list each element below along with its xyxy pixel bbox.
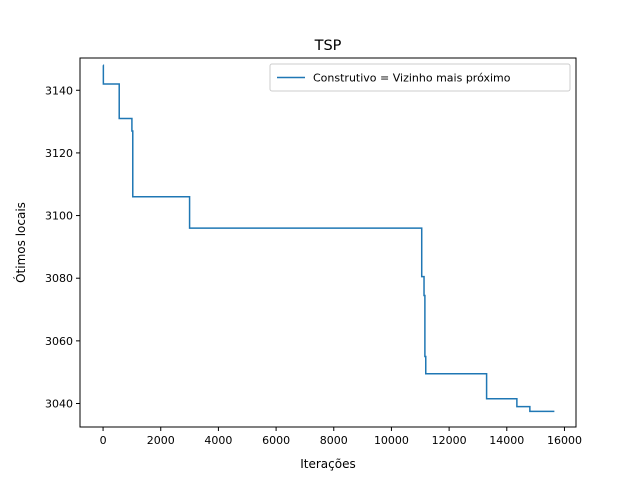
legend-box <box>269 63 571 92</box>
legend-label: Construtivo = Vizinho mais próximo <box>313 72 511 85</box>
y-tick-label: 3140 <box>45 84 73 97</box>
x-tick-label: 4000 <box>204 434 232 447</box>
plot-frame <box>79 57 577 428</box>
ticks-layer: 0 2000 4000 6000 8000 10000 12000 14000 16000 304… <box>45 84 582 447</box>
legend: Construtivo = Vizinho mais próximo <box>269 63 571 92</box>
y-tick-label: 3100 <box>45 210 73 223</box>
x-tick-label: 8000 <box>320 434 348 447</box>
x-tick-label: 12000 <box>432 434 467 447</box>
x-tick-label: 14000 <box>489 434 524 447</box>
x-tick-label: 2000 <box>147 434 175 447</box>
chart-title: TSP <box>314 38 342 54</box>
x-tick-label: 6000 <box>262 434 290 447</box>
x-axis-label: Iterações <box>300 457 356 471</box>
x-tick-label: 0 <box>100 434 107 447</box>
y-tick-label: 3040 <box>45 398 73 411</box>
y-tick-label: 3060 <box>45 335 73 348</box>
y-tick-label: 3120 <box>45 147 73 160</box>
x-tick-label: 16000 <box>547 434 582 447</box>
y-axis-label: Ótimos locais <box>13 202 28 283</box>
series-line-0 <box>102 64 555 413</box>
x-tick-label: 10000 <box>374 434 409 447</box>
series-layer <box>102 64 555 413</box>
y-tick-label: 3080 <box>45 272 73 285</box>
